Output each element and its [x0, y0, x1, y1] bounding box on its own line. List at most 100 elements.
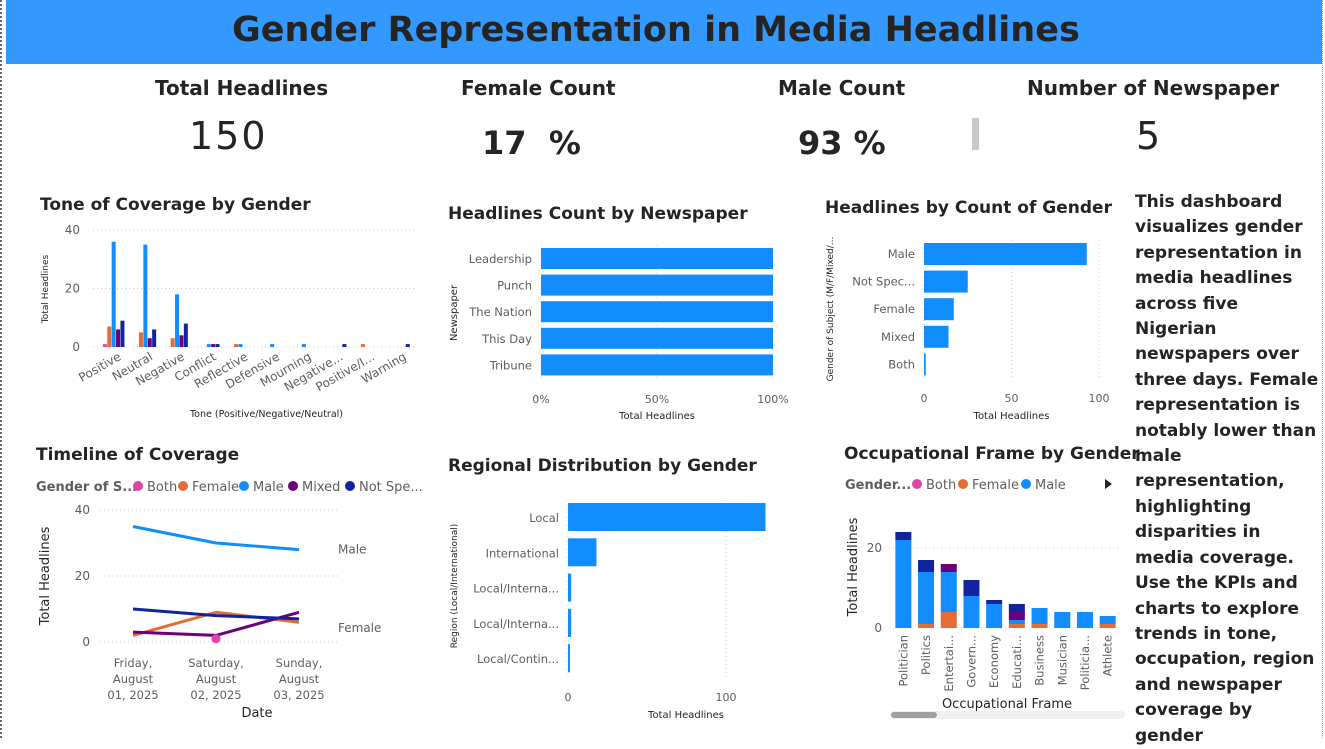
occupation-chart: Gender... Both Female Male 0 20 Politician Poli… — [845, 478, 1125, 719]
occupation-bar-female — [1099, 624, 1116, 628]
timeline-legend-marker — [178, 481, 188, 491]
timeline-legend-item: Mixed — [302, 480, 340, 495]
occupation-legend-marker — [912, 479, 922, 489]
occupation-bar-male — [895, 540, 912, 628]
title-banner: Gender Representation in Media Headlines — [6, 0, 1322, 64]
occupation-scrollbar-thumb[interactable] — [891, 712, 937, 718]
occupation-legend-item: Both — [926, 478, 956, 493]
gender-bar — [924, 270, 968, 293]
kpi-separator — [972, 118, 979, 150]
kpi-newspaper-value: 5 — [1136, 114, 1161, 158]
tone-bar-male — [206, 344, 211, 347]
region-bar — [568, 644, 570, 673]
region-x-tick: 100 — [716, 691, 737, 704]
gender-bar — [924, 298, 954, 321]
paper-bar — [541, 274, 773, 296]
paper-bar — [541, 248, 773, 269]
tone-bar-male — [175, 294, 180, 347]
tone-bar-not_specified — [342, 344, 347, 347]
timeline-legend-item: Female — [192, 480, 239, 495]
occupation-legend-item: Male — [1035, 478, 1066, 493]
gender-bar — [924, 353, 926, 376]
region-category-label: Local/Contin... — [477, 652, 559, 666]
region-chart-title: Regional Distribution by Gender — [448, 456, 757, 476]
occupation-bar-not_specified — [918, 560, 935, 572]
occupation-bar-female — [940, 612, 957, 628]
paper-category-label: This Day — [481, 332, 532, 346]
tone-bar-male — [270, 344, 275, 347]
occupation-bar-not_specified — [1008, 604, 1025, 612]
occupation-bar-male — [1076, 612, 1093, 628]
paper-category-label: Punch — [497, 279, 532, 293]
region-x-axis-label: Total Headlines — [647, 710, 724, 721]
region-bar — [568, 503, 766, 531]
tone-bar-mixed — [211, 344, 216, 347]
timeline-chart-title: Timeline of Coverage — [36, 445, 240, 465]
gender-category-label: Not Spec... — [852, 275, 915, 289]
timeline-y-axis-label: Total Headlines — [38, 526, 53, 626]
gender-category-label: Both — [888, 357, 915, 371]
timeline-x-tick: 01, 2025 — [107, 688, 158, 702]
occupation-bar-male — [963, 596, 980, 628]
tone-bar-mixed — [116, 329, 121, 347]
paper-category-label: The Nation — [468, 305, 532, 319]
paper-category-label: Tribune — [489, 358, 532, 372]
timeline-y-tick: 20 — [75, 569, 90, 583]
occupation-scrollbar-track[interactable] — [890, 711, 1125, 719]
region-category-label: International — [486, 546, 559, 560]
gender-y-axis-label: Gender of Subject (M/F/Mixed/... — [826, 237, 836, 382]
region-bar — [568, 608, 572, 637]
right-frame-border — [1321, 0, 1323, 738]
tone-y-axis-label: Total Headlines — [41, 255, 51, 325]
occupation-bar-male — [1099, 616, 1116, 624]
timeline-point-both — [211, 634, 221, 644]
timeline-legend-marker — [133, 481, 143, 491]
tone-y-tick: 20 — [65, 282, 80, 296]
tone-bar-not_specified — [183, 323, 188, 347]
occupation-legend-marker — [1021, 479, 1031, 489]
timeline-legend-marker — [239, 481, 249, 491]
tone-bar-female — [107, 326, 112, 347]
paper-bar — [541, 354, 773, 376]
occupation-bar-not_specified — [963, 580, 980, 596]
timeline-legend-title: Gender of S... — [36, 480, 137, 495]
paper-bar — [541, 327, 773, 349]
tone-x-axis-label: Tone (Positive/Negative/Neutral) — [189, 409, 343, 420]
occupation-x-tick: Economy — [987, 635, 1001, 688]
occupation-x-tick: Politics — [919, 635, 933, 675]
occupation-x-tick: Politician — [896, 635, 910, 687]
newspaper-chart-title: Headlines Count by Newspaper — [448, 204, 748, 224]
tone-bar-mixed — [147, 338, 152, 347]
region-category-label: Local — [529, 511, 559, 525]
tone-bar-not_specified — [215, 344, 220, 347]
region-category-label: Local/Interna... — [473, 617, 559, 631]
kpi-total-label: Total Headlines — [155, 76, 329, 100]
timeline-x-tick: Saturday, — [188, 656, 243, 670]
occupation-bar-male — [1054, 612, 1071, 628]
tone-bar-male — [238, 344, 243, 347]
region-y-axis-label: Region (Local/International) — [450, 524, 460, 649]
occupation-x-tick: Govern... — [964, 635, 978, 688]
newspaper-chart: 0% 50% 100% Leadership Punch The Nation This D… — [449, 245, 789, 422]
occupation-y-axis-label: Total Headlines — [846, 517, 861, 617]
timeline-x-tick: 02, 2025 — [190, 688, 241, 702]
occupation-bar-not_specified — [895, 532, 912, 540]
left-frame-border — [0, 0, 4, 738]
occupation-bar-not_specified — [986, 600, 1003, 604]
gender-x-tick: 0 — [921, 392, 928, 405]
kpi-male-label: Male Count — [778, 76, 906, 100]
tone-bar-female — [138, 332, 143, 347]
region-category-label: Local/Interna... — [473, 582, 559, 596]
kpi-total-value: 150 — [189, 114, 268, 158]
occupation-bar-mixed — [1008, 612, 1025, 620]
timeline-legend-marker — [345, 481, 355, 491]
paper-bar — [541, 301, 773, 323]
timeline-x-tick: Sunday, — [276, 656, 323, 670]
occupation-x-tick: Musician — [1055, 635, 1069, 685]
timeline-x-axis-label: Date — [241, 706, 272, 721]
dashboard-description: This dashboard visualizes gender represe… — [1135, 192, 1319, 746]
occupation-x-tick: Business — [1033, 635, 1047, 686]
tone-bar-not_specified — [120, 320, 125, 347]
dashboard-title: Gender Representation in Media Headlines — [232, 10, 1080, 50]
timeline-line-male — [132, 525, 300, 552]
